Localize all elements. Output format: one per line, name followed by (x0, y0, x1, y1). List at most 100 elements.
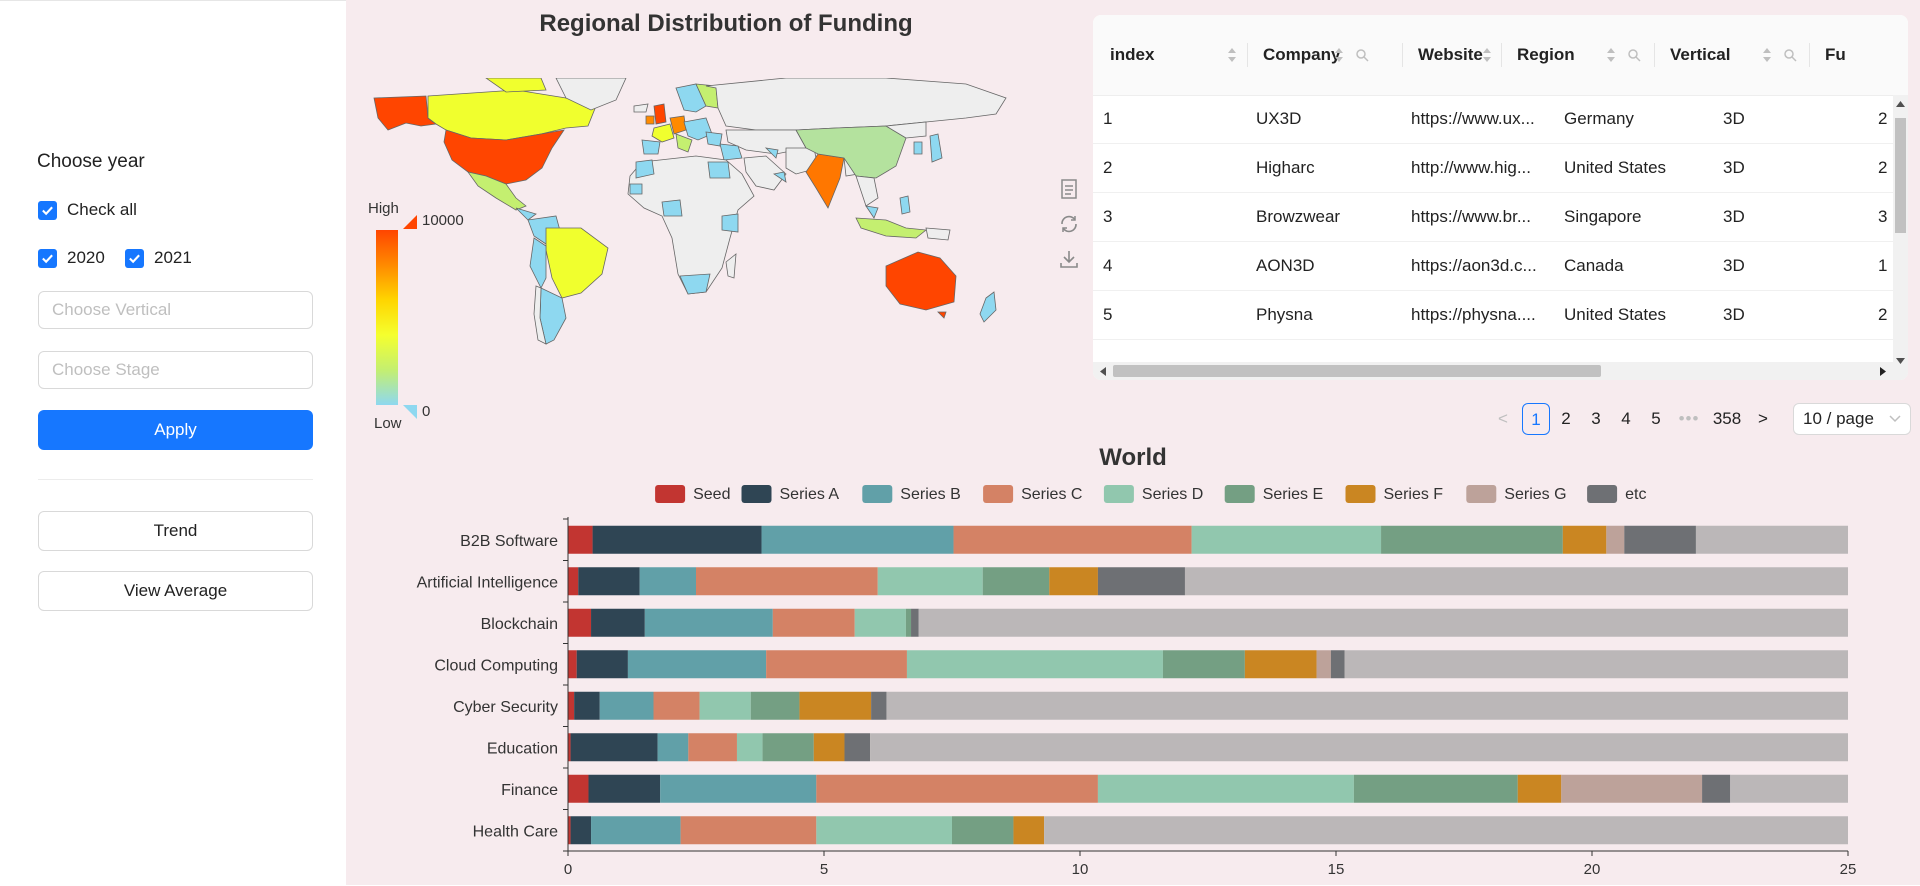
table-row[interactable]: 2 Higharc http://www.hig... United State… (1093, 144, 1893, 193)
search-icon[interactable] (1355, 48, 1369, 62)
bar-segment[interactable] (877, 567, 983, 596)
column-header-region[interactable]: Region (1517, 45, 1575, 64)
bar-segment[interactable] (1162, 650, 1245, 679)
world-map[interactable] (366, 77, 1126, 423)
cell-website[interactable]: https://www.br... (1411, 207, 1531, 226)
vertical-scrollbar[interactable] (1893, 95, 1908, 380)
bar-segment[interactable] (1013, 816, 1045, 845)
bar-segment[interactable] (657, 733, 689, 762)
scroll-right-icon[interactable] (1879, 367, 1887, 376)
bar-segment[interactable] (570, 816, 592, 845)
scroll-up-icon[interactable] (1896, 100, 1905, 108)
cell-website[interactable]: https://www.ux... (1411, 109, 1535, 128)
bar-remainder[interactable] (1695, 525, 1848, 554)
bar-remainder[interactable] (1730, 774, 1848, 803)
table-row[interactable]: 4 AON3D https://aon3d.c... Canada 3D 1 (1093, 242, 1893, 291)
bar-segment[interactable] (982, 567, 1050, 596)
search-icon[interactable] (1627, 48, 1641, 62)
bar-segment[interactable] (1381, 525, 1563, 554)
table-row[interactable]: 3 Browzwear https://www.br... Singapore … (1093, 193, 1893, 242)
bar-segment[interactable] (871, 691, 887, 720)
search-icon[interactable] (1783, 48, 1797, 62)
scroll-down-icon[interactable] (1896, 357, 1905, 365)
pagination-page-2[interactable]: 2 (1561, 409, 1571, 428)
bar-segment[interactable] (1606, 525, 1625, 554)
bar-segment[interactable] (761, 525, 954, 554)
bar-segment[interactable] (1561, 774, 1703, 803)
bar-segment[interactable] (911, 608, 919, 637)
bar-segment[interactable] (688, 733, 737, 762)
sort-icon[interactable] (1605, 46, 1617, 64)
bar-segment[interactable] (1244, 650, 1317, 679)
bar-segment[interactable] (591, 816, 681, 845)
bar-segment[interactable] (644, 608, 773, 637)
bar-remainder[interactable] (1344, 650, 1848, 679)
bar-segment[interactable] (578, 567, 640, 596)
bar-segment[interactable] (1702, 774, 1731, 803)
legend-swatch[interactable] (862, 485, 893, 503)
bar-segment[interactable] (854, 608, 906, 637)
bar-segment[interactable] (750, 691, 800, 720)
cell-website[interactable]: https://aon3d.c... (1411, 256, 1537, 275)
pagination-page-5[interactable]: 5 (1651, 409, 1661, 428)
column-header-funding[interactable]: Fu (1825, 45, 1846, 64)
legend-label[interactable]: Seed (693, 486, 730, 503)
horizontal-scrollbar[interactable] (1093, 362, 1893, 380)
bar-segment[interactable] (696, 567, 878, 596)
bar-remainder[interactable] (1044, 816, 1848, 845)
year-checkbox-2021[interactable]: 2021 (125, 248, 192, 268)
legend-label[interactable]: Series G (1504, 486, 1566, 503)
legend-label[interactable]: Series A (780, 486, 840, 503)
year-checkbox-2020[interactable]: 2020 (38, 248, 105, 268)
pagination-page-3[interactable]: 3 (1591, 409, 1601, 428)
bar-segment[interactable] (844, 733, 871, 762)
legend-label[interactable]: Series C (1021, 486, 1082, 503)
legend-swatch[interactable] (1103, 485, 1134, 503)
save-image-icon[interactable] (1058, 248, 1080, 270)
trend-button[interactable]: Trend (38, 511, 313, 551)
bar-segment[interactable] (772, 608, 855, 637)
sort-icon[interactable] (1226, 46, 1238, 64)
pagination-next-button[interactable]: > (1758, 409, 1768, 428)
column-header-index[interactable]: index (1110, 45, 1155, 64)
bar-segment[interactable] (568, 816, 571, 845)
pagination-ellipsis[interactable]: ••• (1678, 409, 1700, 428)
pagination-last-page[interactable]: 358 (1712, 409, 1742, 428)
bar-segment[interactable] (591, 608, 645, 637)
vertical-scroll-thumb[interactable] (1895, 118, 1906, 233)
bar-segment[interactable] (660, 774, 817, 803)
bar-segment[interactable] (568, 733, 571, 762)
bar-segment[interactable] (736, 733, 763, 762)
bar-segment[interactable] (576, 650, 628, 679)
bar-segment[interactable] (568, 650, 577, 679)
bar-segment[interactable] (574, 691, 600, 720)
legend-swatch[interactable] (1587, 485, 1618, 503)
bar-segment[interactable] (653, 691, 700, 720)
page-size-select[interactable]: 10 / page (1793, 403, 1911, 435)
stage-select[interactable]: Choose Stage (38, 351, 313, 389)
bar-segment[interactable] (568, 525, 593, 554)
legend-label[interactable]: Series D (1142, 486, 1203, 503)
legend-swatch[interactable] (655, 485, 686, 503)
legend-swatch[interactable] (741, 485, 772, 503)
sort-icon[interactable] (1333, 46, 1345, 64)
bar-segment[interactable] (762, 733, 814, 762)
bar-segment[interactable] (1330, 650, 1345, 679)
legend-label[interactable]: Series F (1384, 486, 1444, 503)
bar-segment[interactable] (680, 816, 817, 845)
pagination-page-4[interactable]: 4 (1621, 409, 1631, 428)
view-average-button[interactable]: View Average (38, 571, 313, 611)
legend-label[interactable]: Series B (900, 486, 960, 503)
bar-segment[interactable] (1191, 525, 1382, 554)
bar-segment[interactable] (568, 774, 589, 803)
bar-segment[interactable] (816, 774, 1098, 803)
bar-segment[interactable] (639, 567, 696, 596)
bar-segment[interactable] (799, 691, 872, 720)
bar-segment[interactable] (905, 608, 912, 637)
cell-website[interactable]: http://www.hig... (1411, 158, 1531, 177)
bar-segment[interactable] (906, 650, 1163, 679)
data-view-icon[interactable] (1058, 178, 1080, 200)
scale-handle-top-icon[interactable] (403, 215, 417, 229)
bar-segment[interactable] (766, 650, 907, 679)
bar-segment[interactable] (1049, 567, 1098, 596)
